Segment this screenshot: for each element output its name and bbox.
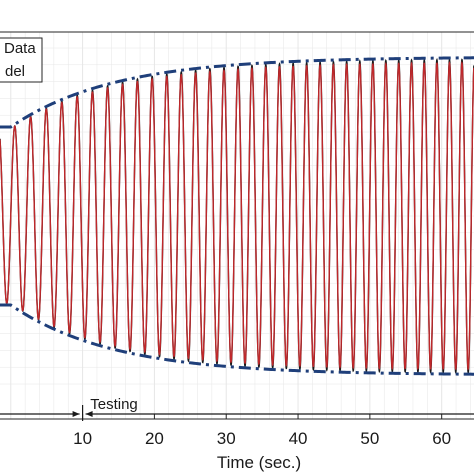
series-model-line bbox=[0, 60, 474, 371]
legend-entry-model: del bbox=[5, 63, 25, 80]
x-axis-title: Time (sec.) bbox=[217, 453, 301, 472]
legend: Data del bbox=[0, 37, 43, 83]
arrowhead-testing-start bbox=[85, 411, 93, 417]
envelope-lower-line bbox=[0, 303, 474, 376]
axes bbox=[0, 31, 474, 420]
phase-label-testing: Testing bbox=[90, 396, 138, 413]
x-tick-label: 30 bbox=[217, 429, 236, 448]
x-tick-label: 60 bbox=[432, 429, 451, 448]
x-tick-label: 10 bbox=[73, 429, 92, 448]
arrowhead-left-end bbox=[72, 411, 80, 417]
x-tick-label: 20 bbox=[145, 429, 164, 448]
x-tick-label: 50 bbox=[360, 429, 379, 448]
annotations bbox=[0, 405, 474, 421]
series-group bbox=[0, 56, 474, 376]
x-tick-label: 40 bbox=[289, 429, 308, 448]
legend-box bbox=[0, 37, 43, 83]
legend-entry-data: Data bbox=[4, 40, 36, 57]
x-ticks: 10 20 30 40 50 60 bbox=[73, 414, 451, 448]
envelope-upper-line bbox=[0, 56, 474, 129]
